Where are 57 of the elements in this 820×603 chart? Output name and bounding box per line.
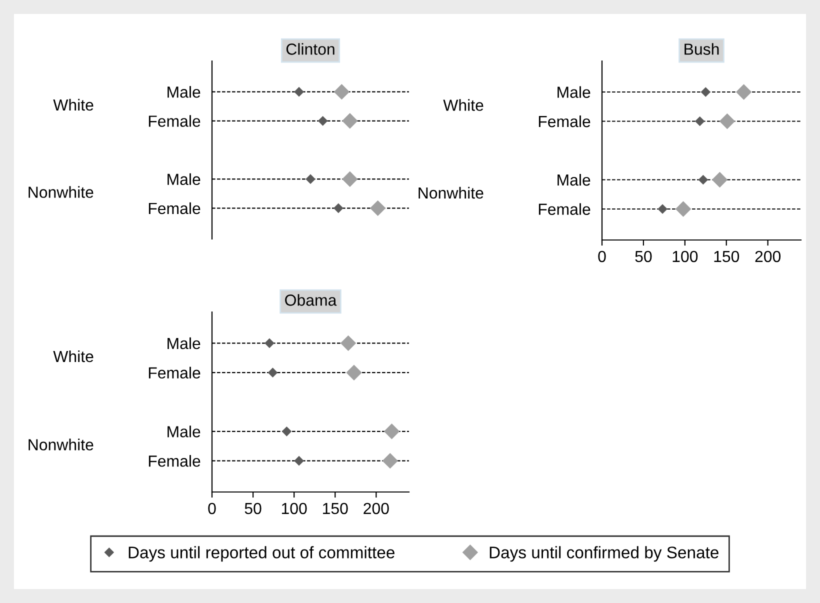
point — [675, 201, 692, 217]
y-tick-label: Female — [538, 203, 590, 215]
y-tick-label: Female — [538, 115, 590, 128]
point — [294, 86, 304, 97]
x-tick-label: 150 — [323, 502, 348, 514]
legend-label: Days until reported out of committee — [128, 546, 394, 562]
y-tick-label: Male — [168, 173, 200, 186]
point — [294, 456, 304, 466]
text: White — [53, 350, 94, 362]
point — [306, 174, 316, 184]
text: White — [53, 98, 94, 111]
point — [340, 335, 356, 352]
y-tick-label: Male — [168, 337, 200, 350]
text: White — [443, 99, 484, 111]
x-tick-label: 200 — [755, 250, 781, 262]
point — [719, 113, 736, 130]
point — [382, 452, 398, 469]
point — [318, 116, 328, 126]
x-tick-label: 0 — [208, 502, 216, 514]
point — [346, 364, 362, 380]
point — [736, 84, 752, 100]
point — [384, 424, 400, 440]
point — [282, 426, 292, 436]
y-tick-label: Female — [148, 202, 200, 214]
y-tick-label: Female — [148, 455, 200, 467]
x-tick-label: 100 — [672, 250, 698, 262]
point — [700, 87, 711, 97]
chart-title: Obama — [285, 294, 337, 306]
point — [370, 200, 386, 216]
point — [264, 338, 274, 348]
x-tick-label: 200 — [364, 502, 389, 514]
y-tick-label: Male — [168, 426, 200, 438]
text: Nonwhite — [28, 438, 94, 450]
chart-title: Clinton — [286, 43, 334, 55]
point — [712, 172, 728, 188]
point — [694, 116, 705, 126]
chart-title: Bush — [684, 43, 719, 55]
x-tick-label: 0 — [598, 250, 606, 262]
point — [334, 203, 344, 214]
legend-label: Days until confirmed by Senate — [490, 546, 718, 562]
point — [342, 113, 358, 129]
y-tick-label: Male — [558, 174, 590, 186]
y-tick-label: Female — [148, 115, 200, 127]
y-tick-label: Female — [148, 366, 200, 379]
y-tick-label: Male — [558, 86, 590, 98]
text: Nonwhite — [28, 186, 94, 198]
point — [268, 368, 278, 378]
x-tick-label: 100 — [282, 502, 307, 514]
y-tick-label: Male — [168, 86, 200, 98]
point — [342, 171, 358, 187]
text: Nonwhite — [418, 186, 484, 199]
x-tick-label: 150 — [714, 250, 740, 262]
x-tick-label: 50 — [244, 502, 262, 514]
x-tick-label: 50 — [635, 250, 652, 262]
point — [698, 174, 708, 185]
point — [658, 204, 668, 214]
point — [334, 84, 350, 100]
